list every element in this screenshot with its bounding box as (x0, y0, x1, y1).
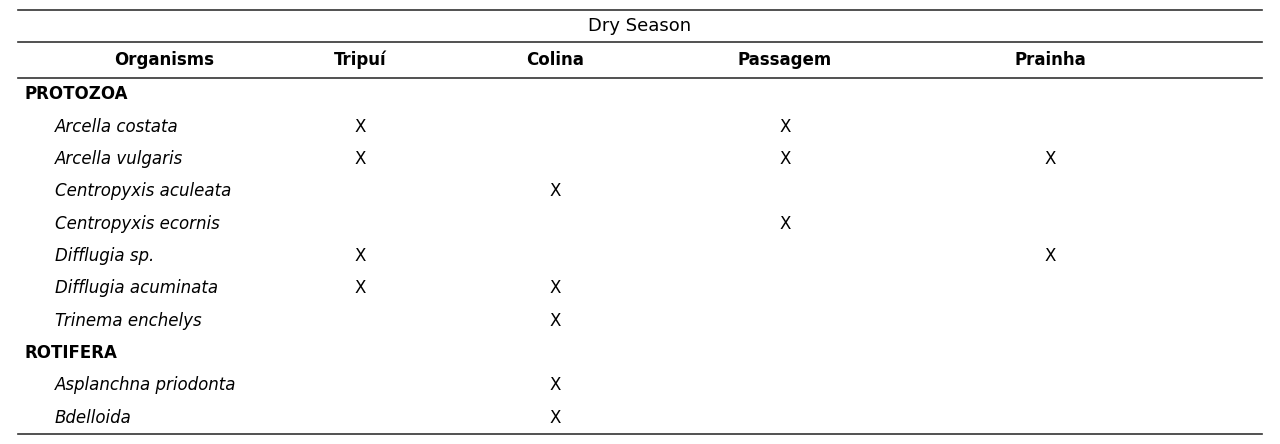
Text: Colina: Colina (526, 51, 584, 69)
Text: X: X (780, 214, 791, 233)
Text: PROTOZOA: PROTOZOA (26, 85, 128, 103)
Text: Trinema enchelys: Trinema enchelys (55, 312, 202, 330)
Text: X: X (549, 409, 561, 427)
Text: Arcella costata: Arcella costata (55, 118, 179, 135)
Text: X: X (355, 247, 366, 265)
Text: X: X (549, 182, 561, 200)
Text: Bdelloida: Bdelloida (55, 409, 132, 427)
Text: X: X (780, 118, 791, 135)
Text: X: X (1044, 150, 1056, 168)
Text: Organisms: Organisms (114, 51, 214, 69)
Text: Difflugia acuminata: Difflugia acuminata (55, 279, 218, 297)
Text: Passagem: Passagem (737, 51, 832, 69)
Text: Difflugia sp.: Difflugia sp. (55, 247, 155, 265)
Text: Centropyxis aculeata: Centropyxis aculeata (55, 182, 232, 200)
Text: Arcella vulgaris: Arcella vulgaris (55, 150, 183, 168)
Text: X: X (549, 377, 561, 394)
Text: ROTIFERA: ROTIFERA (26, 344, 118, 362)
Text: X: X (780, 150, 791, 168)
Text: Centropyxis ecornis: Centropyxis ecornis (55, 214, 220, 233)
Text: X: X (355, 279, 366, 297)
Text: Prainha: Prainha (1014, 51, 1085, 69)
Text: Asplanchna priodonta: Asplanchna priodonta (55, 377, 237, 394)
Text: X: X (355, 118, 366, 135)
Text: Dry Season: Dry Season (589, 17, 691, 35)
Text: Tripuí: Tripuí (334, 51, 387, 69)
Text: X: X (355, 150, 366, 168)
Text: X: X (549, 312, 561, 330)
Text: X: X (549, 279, 561, 297)
Text: X: X (1044, 247, 1056, 265)
